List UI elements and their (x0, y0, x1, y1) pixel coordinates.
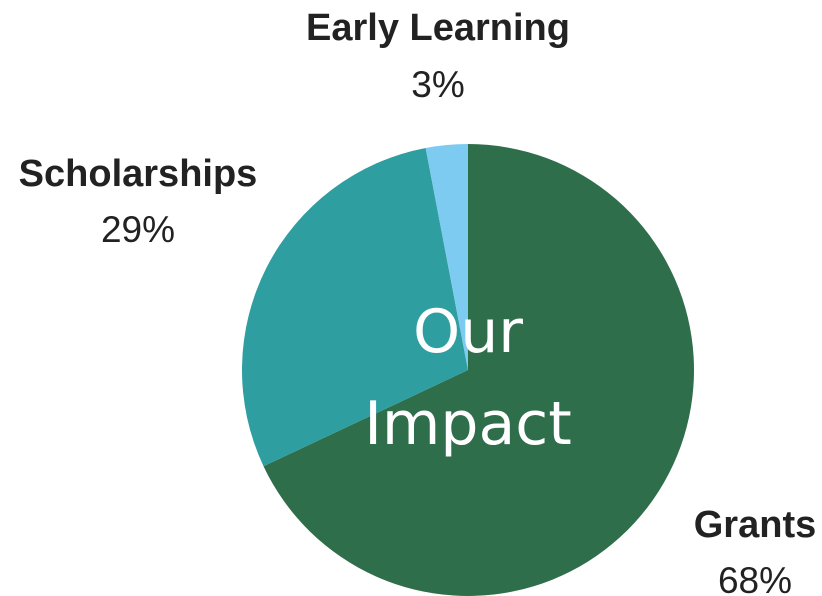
slice-value-label: 3% (411, 64, 464, 105)
slice-label: Scholarships (19, 153, 258, 195)
slice-label: Early Learning (306, 7, 570, 49)
pie-slice (425, 144, 468, 370)
pie-slice (263, 144, 694, 596)
slice-value-label: 29% (101, 209, 175, 250)
slice-value-label: 68% (718, 560, 792, 596)
pie-slice (242, 148, 468, 467)
slice-label: Grants (694, 504, 816, 546)
chart-title: Our Impact (364, 297, 572, 459)
